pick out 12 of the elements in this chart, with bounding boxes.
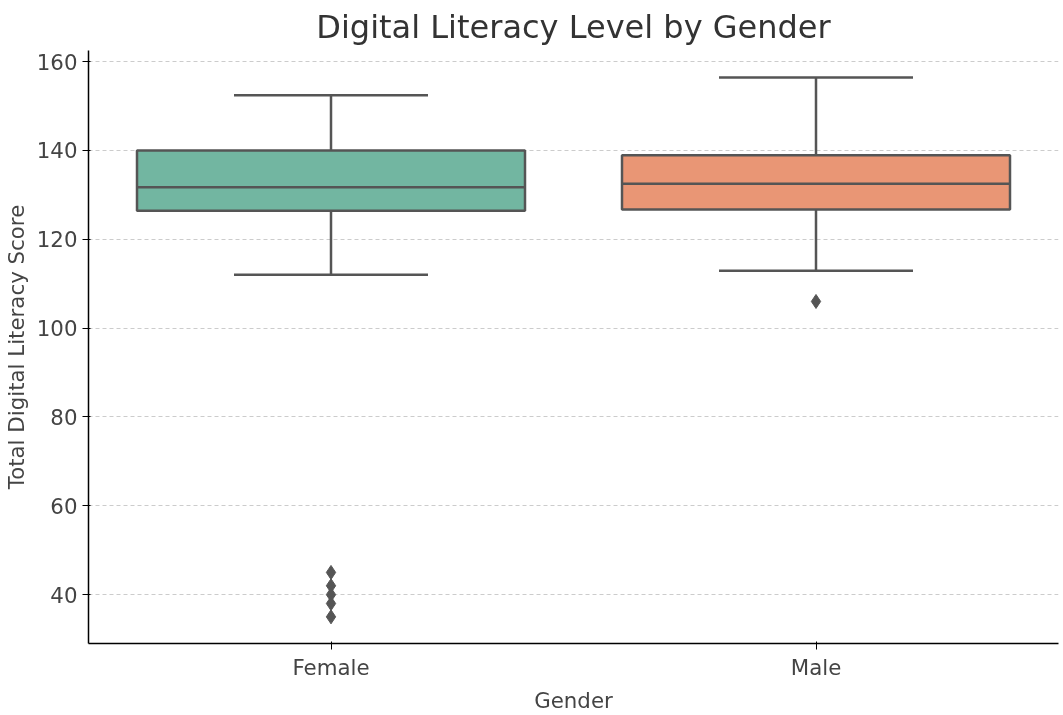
y-tick-label: 40: [50, 582, 78, 608]
y-tick-label: 140: [36, 138, 78, 164]
y-tick-label: 80: [50, 404, 78, 430]
x-tick-label: Male: [790, 654, 842, 680]
y-tick-label: 160: [36, 49, 78, 75]
y-tick-label: 100: [36, 316, 78, 342]
chart-title: Digital Literacy Level by Gender: [316, 7, 832, 46]
y-axis-title: Total Digital Literacy Score: [3, 204, 29, 491]
y-tick-label: 120: [36, 227, 78, 253]
x-tick-label: Female: [292, 654, 370, 680]
y-tick-label: 60: [50, 493, 78, 519]
x-axis-title: Gender: [534, 687, 614, 713]
